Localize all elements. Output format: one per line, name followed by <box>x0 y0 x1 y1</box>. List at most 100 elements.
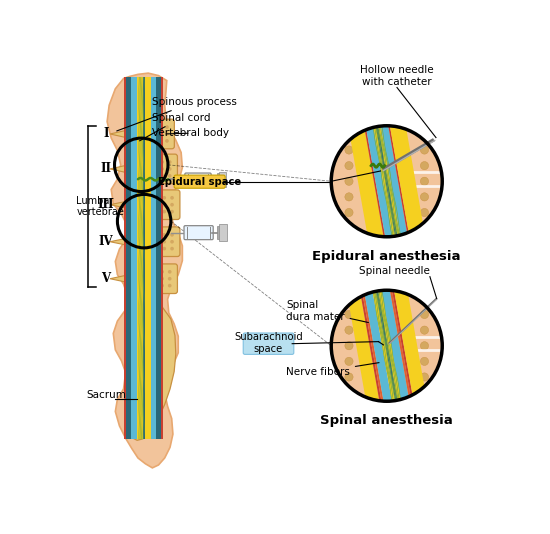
Polygon shape <box>110 199 138 210</box>
Bar <box>151 77 156 439</box>
Circle shape <box>147 392 152 397</box>
Circle shape <box>168 160 172 164</box>
Circle shape <box>155 233 158 237</box>
Circle shape <box>138 348 142 352</box>
Polygon shape <box>107 73 183 468</box>
Bar <box>217 226 220 239</box>
Text: Epidural anesthesia: Epidural anesthesia <box>312 250 461 263</box>
Polygon shape <box>347 291 380 409</box>
Bar <box>219 172 225 186</box>
Circle shape <box>165 132 169 136</box>
Polygon shape <box>389 286 411 401</box>
Circle shape <box>165 125 169 129</box>
Polygon shape <box>372 288 395 404</box>
Polygon shape <box>349 126 384 244</box>
Circle shape <box>156 348 161 352</box>
FancyBboxPatch shape <box>141 227 180 256</box>
Bar <box>217 173 220 185</box>
FancyBboxPatch shape <box>141 190 180 219</box>
FancyBboxPatch shape <box>243 333 294 355</box>
Circle shape <box>420 208 428 217</box>
FancyBboxPatch shape <box>174 175 225 189</box>
Polygon shape <box>110 273 137 285</box>
Circle shape <box>145 160 149 164</box>
Text: Spinal anesthesia: Spinal anesthesia <box>320 414 453 427</box>
Circle shape <box>420 326 428 334</box>
Circle shape <box>170 233 174 237</box>
Circle shape <box>153 277 156 280</box>
Circle shape <box>420 161 428 170</box>
Circle shape <box>331 290 442 401</box>
Circle shape <box>144 139 147 143</box>
Circle shape <box>168 167 172 171</box>
FancyBboxPatch shape <box>140 154 178 184</box>
Text: IV: IV <box>98 235 113 248</box>
Circle shape <box>170 196 174 200</box>
Polygon shape <box>388 122 409 237</box>
Text: III: III <box>98 198 114 211</box>
Circle shape <box>160 160 164 164</box>
Circle shape <box>168 284 172 287</box>
Circle shape <box>420 357 428 365</box>
Circle shape <box>155 240 158 244</box>
Circle shape <box>165 139 169 143</box>
Circle shape <box>345 357 353 365</box>
Text: V: V <box>101 272 111 285</box>
Text: Nerve fibers: Nerve fibers <box>286 363 379 378</box>
Circle shape <box>162 247 166 250</box>
Text: Spinous process: Spinous process <box>117 97 237 131</box>
Polygon shape <box>110 128 136 140</box>
Circle shape <box>147 196 151 200</box>
Circle shape <box>420 342 428 350</box>
Circle shape <box>145 277 149 280</box>
Bar <box>124 77 126 439</box>
Circle shape <box>331 126 442 237</box>
Text: Epidural space: Epidural space <box>158 177 241 187</box>
Circle shape <box>138 370 142 375</box>
Circle shape <box>156 392 161 397</box>
Circle shape <box>145 270 149 273</box>
Circle shape <box>162 240 166 244</box>
Circle shape <box>168 174 172 178</box>
Bar <box>137 77 143 439</box>
Circle shape <box>168 270 172 273</box>
Polygon shape <box>364 126 386 241</box>
Circle shape <box>345 161 353 170</box>
Text: Hollow needle
with catheter: Hollow needle with catheter <box>360 65 434 87</box>
Circle shape <box>158 139 162 143</box>
Circle shape <box>170 247 174 250</box>
Polygon shape <box>376 288 398 403</box>
Circle shape <box>345 310 353 319</box>
Circle shape <box>151 139 155 143</box>
Polygon shape <box>364 289 392 405</box>
Polygon shape <box>378 287 402 403</box>
Circle shape <box>144 125 147 129</box>
Polygon shape <box>366 124 393 241</box>
Bar <box>161 77 163 439</box>
Polygon shape <box>389 119 425 237</box>
Circle shape <box>420 193 428 201</box>
Circle shape <box>162 210 166 214</box>
Text: Spinal cord: Spinal cord <box>140 113 211 141</box>
Circle shape <box>345 326 353 334</box>
Bar <box>156 77 161 439</box>
Circle shape <box>155 247 158 250</box>
Circle shape <box>420 177 428 185</box>
Circle shape <box>156 370 161 375</box>
Circle shape <box>153 167 156 171</box>
Circle shape <box>345 208 353 217</box>
Circle shape <box>145 167 149 171</box>
Polygon shape <box>360 291 382 406</box>
Polygon shape <box>380 122 408 238</box>
Circle shape <box>160 284 164 287</box>
Circle shape <box>345 373 353 381</box>
FancyBboxPatch shape <box>185 173 211 185</box>
Circle shape <box>147 247 151 250</box>
Polygon shape <box>110 236 138 247</box>
Circle shape <box>145 174 149 178</box>
Bar <box>126 77 131 439</box>
FancyBboxPatch shape <box>181 176 186 183</box>
Bar <box>131 77 137 439</box>
Circle shape <box>147 233 151 237</box>
Polygon shape <box>129 304 176 441</box>
